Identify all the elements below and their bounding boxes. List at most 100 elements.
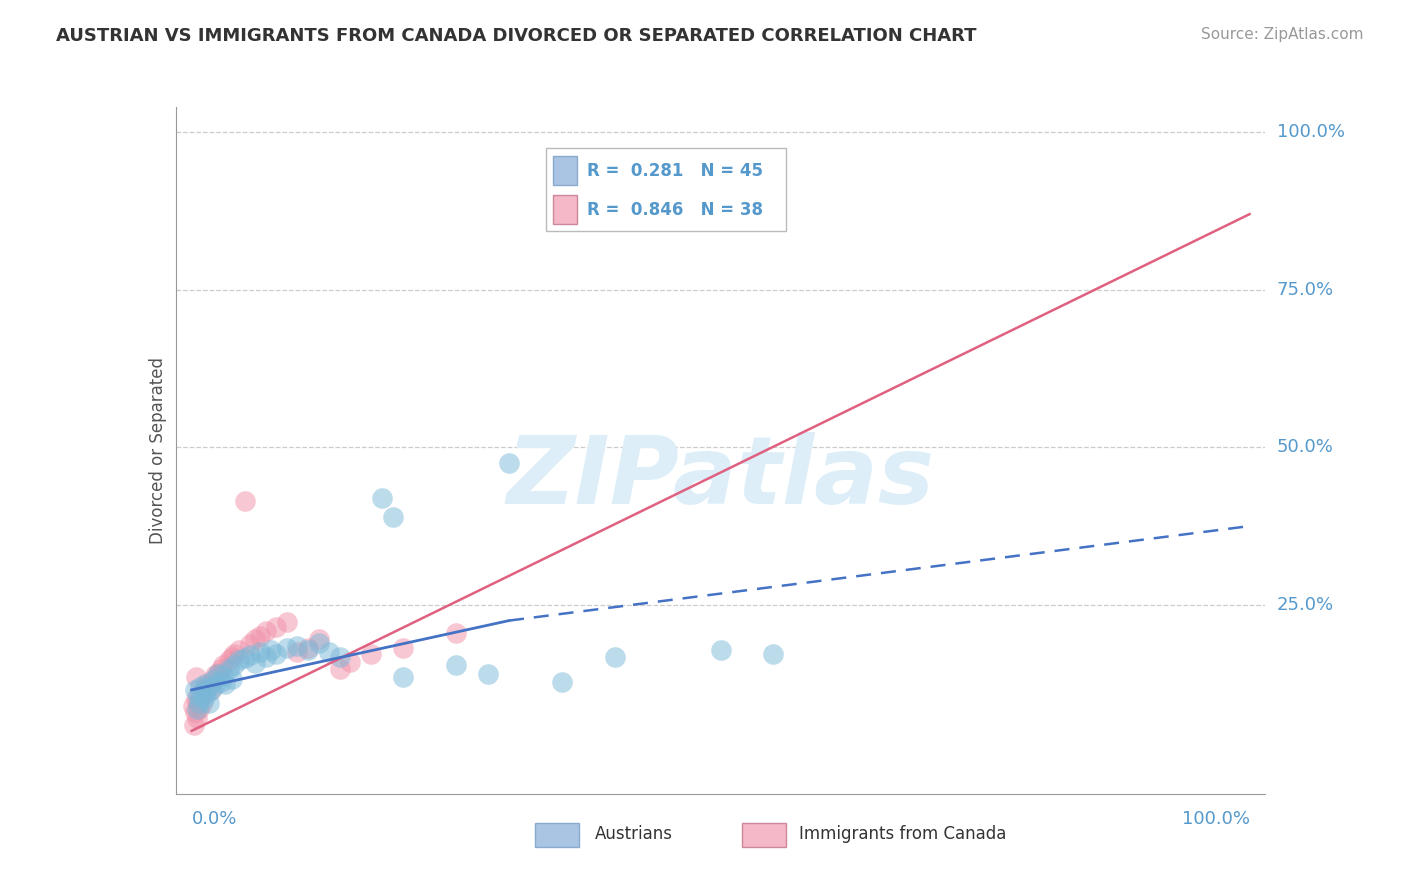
Point — [184, 670, 207, 684]
Point — [477, 667, 499, 681]
Point — [187, 696, 209, 710]
Point — [191, 686, 214, 700]
Point — [188, 696, 211, 710]
Point — [710, 643, 733, 657]
Text: 50.0%: 50.0% — [1277, 438, 1333, 457]
Bar — [536, 822, 579, 847]
Text: Immigrants from Canada: Immigrants from Canada — [799, 825, 1007, 843]
Point — [308, 635, 330, 649]
Point — [218, 662, 240, 676]
Point — [329, 662, 352, 676]
Point — [339, 655, 361, 669]
Point — [392, 640, 415, 655]
Point — [197, 676, 219, 690]
Point — [444, 626, 467, 640]
Y-axis label: Divorced or Separated: Divorced or Separated — [149, 357, 167, 544]
Point — [318, 645, 340, 659]
Point — [233, 651, 256, 665]
Point — [184, 705, 207, 719]
Point — [254, 649, 277, 664]
Point — [371, 491, 394, 505]
Point — [392, 670, 415, 684]
Text: 25.0%: 25.0% — [1277, 596, 1334, 614]
Text: 100.0%: 100.0% — [1277, 123, 1344, 141]
Point — [297, 643, 319, 657]
Point — [243, 656, 266, 670]
Point — [212, 668, 235, 682]
Bar — [554, 156, 578, 186]
FancyBboxPatch shape — [546, 148, 786, 231]
Point — [183, 717, 205, 731]
Point — [209, 662, 232, 676]
Point — [212, 657, 235, 672]
Point — [221, 672, 243, 686]
Point — [201, 673, 224, 688]
Bar — [554, 195, 578, 224]
Point — [287, 639, 309, 653]
Point — [264, 647, 287, 661]
Point — [194, 676, 217, 690]
Point — [195, 687, 218, 701]
Point — [239, 637, 262, 651]
Point — [191, 698, 214, 712]
Point — [201, 673, 224, 688]
Point — [329, 649, 352, 664]
Point — [498, 456, 520, 470]
Text: Austrians: Austrians — [595, 825, 673, 843]
Text: ZIPatlas: ZIPatlas — [506, 432, 935, 524]
Point — [186, 711, 208, 725]
Point — [181, 698, 204, 713]
Point — [249, 629, 271, 643]
Point — [360, 647, 382, 661]
Point — [207, 665, 229, 680]
Point — [184, 682, 207, 697]
Point — [254, 624, 277, 639]
Point — [188, 690, 211, 704]
Point — [260, 643, 283, 657]
Point — [204, 678, 226, 692]
Point — [243, 632, 266, 647]
Point — [551, 674, 574, 689]
Point — [193, 692, 215, 706]
Point — [188, 702, 211, 716]
Text: 75.0%: 75.0% — [1277, 281, 1334, 299]
Point — [249, 645, 271, 659]
Point — [222, 657, 245, 672]
Point — [264, 620, 287, 634]
Point — [207, 667, 229, 681]
Point — [276, 615, 298, 630]
Text: R =  0.846   N = 38: R = 0.846 N = 38 — [586, 201, 763, 219]
Point — [222, 647, 245, 661]
Bar — [742, 822, 786, 847]
Point — [200, 682, 222, 697]
Text: Source: ZipAtlas.com: Source: ZipAtlas.com — [1201, 27, 1364, 42]
Point — [187, 690, 209, 704]
Point — [209, 674, 232, 689]
Point — [186, 702, 208, 716]
Text: 0.0%: 0.0% — [191, 811, 238, 829]
Point — [197, 681, 219, 695]
Point — [308, 632, 330, 647]
Point — [228, 643, 250, 657]
Point — [233, 494, 256, 508]
Point — [297, 640, 319, 655]
Point — [218, 653, 240, 667]
Point — [221, 649, 243, 664]
Point — [214, 676, 236, 690]
Point — [287, 645, 309, 659]
Point — [193, 686, 215, 700]
Text: R =  0.281   N = 45: R = 0.281 N = 45 — [586, 162, 763, 180]
Point — [197, 696, 219, 710]
Point — [444, 657, 467, 672]
Point — [204, 668, 226, 682]
Point — [200, 682, 222, 697]
Text: AUSTRIAN VS IMMIGRANTS FROM CANADA DIVORCED OR SEPARATED CORRELATION CHART: AUSTRIAN VS IMMIGRANTS FROM CANADA DIVOR… — [56, 27, 977, 45]
Text: 100.0%: 100.0% — [1181, 811, 1250, 829]
Point — [762, 647, 785, 661]
Point — [603, 649, 626, 664]
Point — [184, 692, 207, 706]
Point — [276, 640, 298, 655]
Point — [195, 681, 218, 695]
Point — [228, 653, 250, 667]
Point — [239, 648, 262, 663]
